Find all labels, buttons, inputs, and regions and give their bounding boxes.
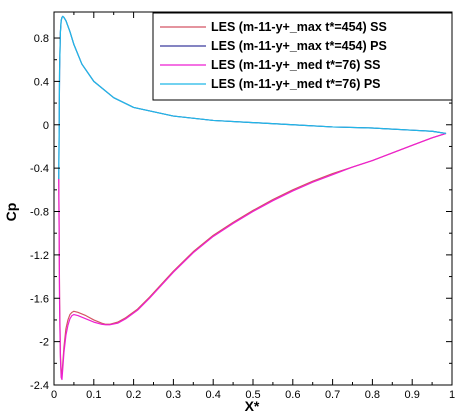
x-tick-label: 0.2: [126, 389, 141, 401]
x-tick-label: 0.4: [206, 389, 221, 401]
x-tick-label: 0: [51, 389, 57, 401]
legend-label-2: LES (m-11-y+_max t*=454) PS: [211, 39, 387, 53]
legend-label-4: LES (m-11-y+_med t*=76) PS: [211, 77, 381, 91]
x-axis-label: X*: [245, 398, 260, 414]
legend: LES (m-11-y+_max t*=454) SS LES (m-11-y+_…: [152, 12, 453, 101]
x-tick-label: 0.1: [86, 389, 101, 401]
x-tick-label: 0.8: [365, 389, 380, 401]
legend-label-3: LES (m-11-y+_med t*=76) SS: [211, 58, 381, 72]
y-tick-label: -1.6: [30, 293, 49, 305]
y-tick-label: -2.4: [30, 380, 49, 392]
y-tick-label: -0.8: [30, 207, 49, 219]
y-tick-label: -0.4: [30, 163, 49, 175]
y-tick-label: -2: [39, 337, 49, 349]
plot-lines: [58, 15, 447, 381]
x-tick-label: 0.5: [245, 389, 260, 401]
x-tick-label: 0.7: [325, 389, 340, 401]
x-tick-label: 1: [449, 389, 455, 401]
series-line-3: [58, 132, 447, 381]
y-tick-label: -1.2: [30, 250, 49, 262]
axis-ticks: 0 0.1 0.2 0.3 0.4 0.5 0.6 0.7 0.8 0.9 1 0.8 0.4 0 -0.4…: [30, 12, 455, 401]
y-tick-label: 0.4: [34, 76, 49, 88]
x-tick-label: 0.3: [166, 389, 181, 401]
y-tick-label: 0.8: [34, 33, 49, 45]
series-line-1: [58, 132, 447, 375]
series-line-4: [58, 15, 447, 179]
y-axis-label: Cp: [3, 203, 19, 222]
x-tick-label: 0.9: [405, 389, 420, 401]
x-tick-label: 0.6: [285, 389, 300, 401]
legend-label-1: LES (m-11-y+_max t*=454) SS: [211, 20, 387, 34]
y-tick-label: 0: [43, 120, 49, 132]
